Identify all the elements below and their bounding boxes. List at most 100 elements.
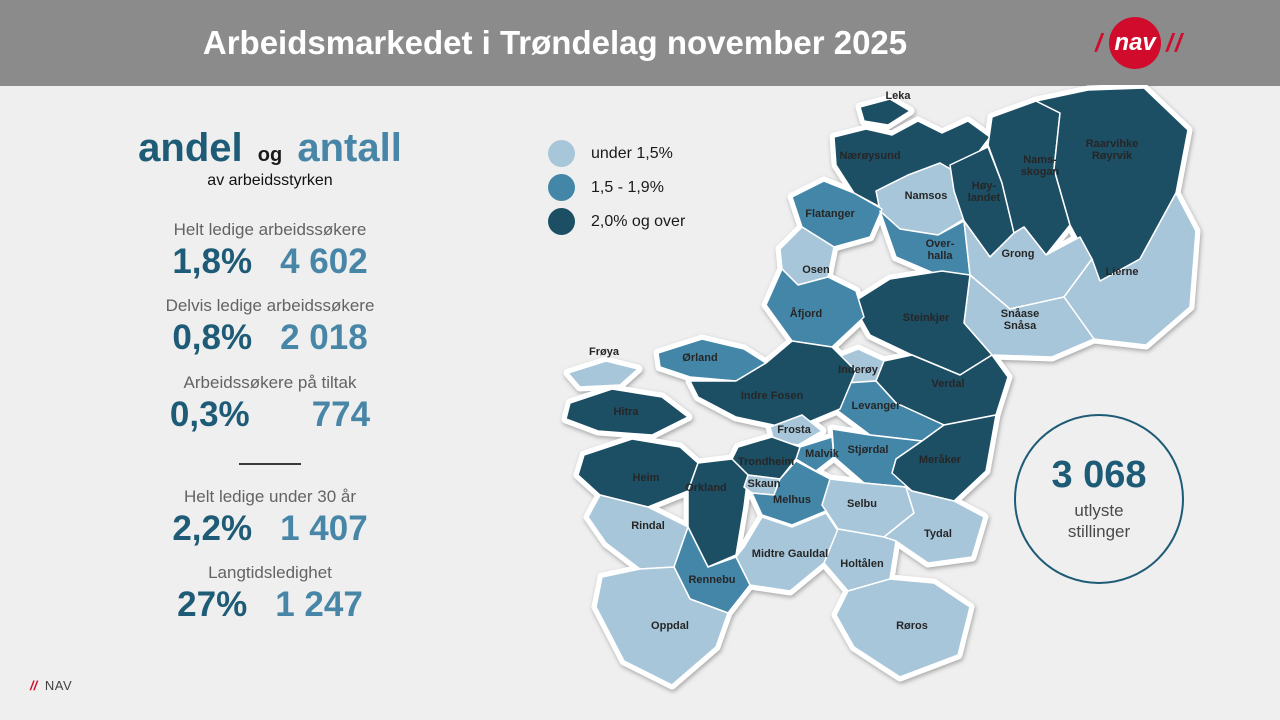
stats-group-top: Helt ledige arbeidssøkere 1,8% 4 602 Delvis… bbox=[115, 220, 425, 435]
municipality-label-namsos: Namsos bbox=[905, 190, 948, 202]
municipality-label-overhalla: Over- bbox=[926, 238, 955, 250]
municipality-label-snasa: Snåsa bbox=[1004, 320, 1037, 332]
legend-label: 2,0% og over bbox=[591, 212, 686, 230]
footer: // NAV bbox=[30, 678, 72, 693]
municipality-tydal bbox=[883, 486, 985, 564]
stat-values: 27% 1 247 bbox=[115, 585, 425, 625]
vacancies-label-line1: utlyste bbox=[1074, 501, 1124, 521]
municipality-steinkjer bbox=[851, 270, 993, 376]
municipality-label-flatanger: Flatanger bbox=[805, 208, 855, 220]
municipality-label-rindal: Rindal bbox=[631, 520, 665, 532]
map-legend: under 1,5% 1,5 - 1,9% 2,0% og over bbox=[548, 140, 685, 242]
page-title: Arbeidsmarkedet i Trøndelag november 202… bbox=[202, 24, 908, 61]
stat-share-value: 2,2% bbox=[172, 508, 253, 548]
stat-share-value: 1,8% bbox=[172, 242, 253, 281]
municipality-label-levanger: Levanger bbox=[852, 400, 902, 412]
municipality-label-inderoy: Inderøy bbox=[838, 364, 879, 376]
municipality-oppdal bbox=[595, 566, 729, 686]
legend-label: 1,5 - 1,9% bbox=[591, 178, 664, 196]
municipality-label-skaun: Skaun bbox=[747, 478, 780, 490]
municipality-hitra bbox=[565, 388, 689, 436]
footer-nav-text: NAV bbox=[44, 678, 73, 693]
municipality-label-rennebu: Rennebu bbox=[688, 574, 735, 586]
stat-values: 0,8% 2 018 bbox=[115, 318, 425, 358]
municipality-label-stjordal: Stjørdal bbox=[848, 444, 889, 456]
stat-count-value: 2 018 bbox=[280, 318, 368, 358]
vacancies-label-line2: stillinger bbox=[1067, 522, 1131, 542]
vacancies-value: 3 068 bbox=[1051, 454, 1147, 497]
municipality-label-malvik: Malvik bbox=[805, 448, 840, 460]
nav-logo-circle: nav bbox=[1109, 17, 1162, 69]
stat-group: Langtidsledighet 27% 1 247 bbox=[115, 563, 425, 625]
stat-label: Arbeidssøkere på tiltak bbox=[183, 372, 357, 392]
stat-label: Delvis ledige arbeidssøkere bbox=[165, 296, 375, 316]
municipality-label-naeroysund: Nærøysund bbox=[839, 150, 900, 162]
municipality-label-namsskogan: Nams- bbox=[1023, 154, 1057, 166]
map-municipality-labels: Leka Nærøysund Namsos Høy-landet Nams-skogan… bbox=[589, 90, 1138, 632]
stat-values: 0,3% 774 bbox=[115, 395, 425, 435]
municipality-label-verdal: Verdal bbox=[931, 378, 964, 390]
municipality-label-meraker: Meråker bbox=[919, 454, 962, 466]
stats-panel: andel og antall av arbeidsstyrken Helt l… bbox=[115, 126, 425, 625]
municipality-label-frosta: Frosta bbox=[777, 424, 812, 436]
stat-share-value: 27% bbox=[177, 585, 248, 624]
legend-label: under 1,5% bbox=[591, 144, 673, 162]
municipality-label-hoylandet: landet bbox=[968, 192, 1001, 204]
legend-swatch-under15 bbox=[548, 140, 575, 167]
stats-title-og: og bbox=[257, 144, 283, 166]
municipality-orkland bbox=[687, 458, 749, 568]
stat-count-value: 1 247 bbox=[275, 585, 363, 624]
municipality-froya bbox=[567, 360, 639, 388]
municipality-label-osen: Osen bbox=[802, 264, 830, 276]
divider-line bbox=[239, 462, 301, 465]
legend-item: 1,5 - 1,9% bbox=[548, 174, 685, 201]
stat-share-value: 0,3% bbox=[169, 394, 250, 434]
legend-swatch-15to19 bbox=[548, 174, 575, 201]
stat-values: 2,2% 1 407 bbox=[115, 509, 425, 549]
legend-item: under 1,5% bbox=[548, 140, 685, 167]
legend-swatch-20plus bbox=[548, 208, 575, 235]
stats-title-antall: antall bbox=[297, 126, 402, 170]
municipality-label-leka: Leka bbox=[885, 90, 911, 102]
stats-group-bottom: Helt ledige under 30 år 2,2% 1 407 Langtids… bbox=[115, 487, 425, 626]
municipality-afjord bbox=[765, 268, 865, 348]
municipality-label-indre-fosen: Indre Fosen bbox=[741, 390, 804, 402]
municipality-label-roros: Røros bbox=[896, 620, 928, 632]
municipality-label-overhalla: halla bbox=[927, 250, 953, 262]
municipality-label-hitra: Hitra bbox=[613, 406, 639, 418]
footer-nav-slashes: // bbox=[30, 678, 38, 693]
municipality-label-orland: Ørland bbox=[682, 352, 717, 364]
stat-values: 1,8% 4 602 bbox=[115, 242, 425, 282]
municipality-indre-fosen bbox=[689, 340, 857, 430]
vacancies-badge: 3 068 utlyste stillinger bbox=[1014, 414, 1184, 584]
municipality-rindal bbox=[587, 494, 689, 570]
stat-share-value: 0,8% bbox=[172, 318, 253, 358]
trondelag-map: Leka Nærøysund Namsos Høy-landet Nams-skogan… bbox=[561, 85, 1201, 690]
stat-group: Delvis ledige arbeidssøkere 0,8% 2 018 bbox=[115, 296, 425, 358]
municipality-label-midtre-gauldal: Midtre Gauldal bbox=[752, 548, 828, 560]
municipality-roros bbox=[835, 578, 971, 678]
municipality-label-oppdal: Oppdal bbox=[651, 620, 689, 632]
nav-logo-text: nav bbox=[1114, 29, 1156, 56]
stat-group: Helt ledige arbeidssøkere 1,8% 4 602 bbox=[115, 220, 425, 282]
stat-label: Langtidsledighet bbox=[208, 563, 332, 582]
stat-count-value: 774 bbox=[311, 394, 371, 434]
nav-logo: / nav // bbox=[1095, 17, 1184, 69]
municipality-label-grong: Grong bbox=[1002, 248, 1035, 260]
municipality-label-tydal: Tydal bbox=[924, 528, 952, 540]
stat-group: Arbeidssøkere på tiltak 0,3% 774 bbox=[115, 373, 425, 435]
stats-panel-title: andel og antall bbox=[115, 126, 425, 170]
nav-logo-slash-left: / bbox=[1095, 28, 1105, 57]
municipality-label-snasa: Snåase bbox=[1001, 308, 1040, 320]
stat-label: Helt ledige under 30 år bbox=[183, 486, 356, 506]
stat-group: Helt ledige under 30 år 2,2% 1 407 bbox=[115, 487, 425, 549]
vacancies-label: utlyste stillinger bbox=[1068, 500, 1130, 543]
stats-panel-subtitle: av arbeidsstyrken bbox=[207, 172, 333, 189]
municipality-meraker bbox=[891, 414, 997, 502]
municipality-label-orkland: Orkland bbox=[685, 482, 727, 494]
municipality-label-selbu: Selbu bbox=[847, 498, 877, 510]
map-municipality-shapes bbox=[565, 87, 1197, 686]
municipality-label-melhus: Melhus bbox=[773, 494, 811, 506]
municipality-label-lierne: Lierne bbox=[1105, 266, 1138, 278]
stat-label: Helt ledige arbeidssøkere bbox=[173, 220, 367, 239]
